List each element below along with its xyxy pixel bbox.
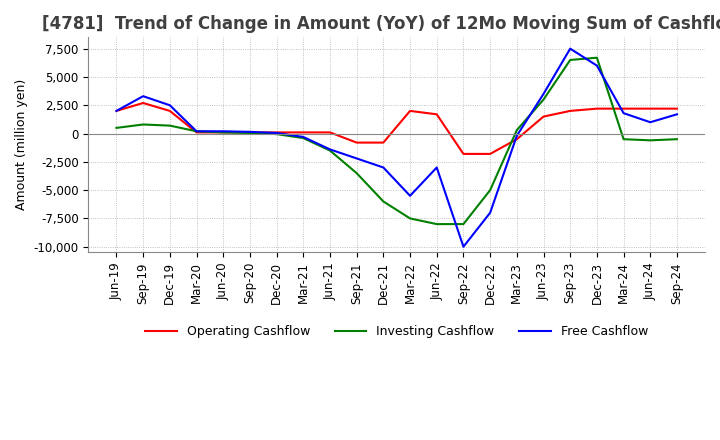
Title: [4781]  Trend of Change in Amount (YoY) of 12Mo Moving Sum of Cashflows: [4781] Trend of Change in Amount (YoY) o… (42, 15, 720, 33)
Y-axis label: Amount (million yen): Amount (million yen) (15, 79, 28, 210)
Investing Cashflow (272, 132, 281, 137)
Investing Cashflow (672, 136, 681, 142)
Investing Cashflow (246, 130, 254, 136)
Operating Cashflow (539, 114, 548, 119)
Free Cashflow (325, 147, 334, 152)
Free Cashflow (272, 130, 281, 136)
Operating Cashflow (646, 106, 654, 111)
Operating Cashflow (299, 130, 307, 135)
Free Cashflow (593, 63, 601, 68)
Investing Cashflow (646, 138, 654, 143)
Investing Cashflow (192, 128, 201, 134)
Free Cashflow (619, 110, 628, 116)
Investing Cashflow (299, 136, 307, 141)
Operating Cashflow (593, 106, 601, 111)
Operating Cashflow (166, 108, 174, 114)
Investing Cashflow (139, 122, 148, 127)
Operating Cashflow (459, 151, 468, 157)
Investing Cashflow (433, 221, 441, 227)
Line: Free Cashflow: Free Cashflow (117, 49, 677, 247)
Free Cashflow (139, 94, 148, 99)
Line: Investing Cashflow: Investing Cashflow (117, 58, 677, 224)
Line: Operating Cashflow: Operating Cashflow (117, 103, 677, 154)
Operating Cashflow (246, 130, 254, 135)
Operating Cashflow (192, 130, 201, 135)
Operating Cashflow (379, 140, 387, 145)
Free Cashflow (539, 91, 548, 96)
Investing Cashflow (352, 171, 361, 176)
Free Cashflow (379, 165, 387, 170)
Free Cashflow (672, 112, 681, 117)
Investing Cashflow (593, 55, 601, 60)
Free Cashflow (566, 46, 575, 51)
Investing Cashflow (539, 97, 548, 102)
Investing Cashflow (566, 57, 575, 62)
Operating Cashflow (486, 151, 495, 157)
Investing Cashflow (379, 199, 387, 204)
Operating Cashflow (272, 130, 281, 135)
Investing Cashflow (513, 128, 521, 133)
Operating Cashflow (406, 108, 415, 114)
Free Cashflow (513, 133, 521, 139)
Free Cashflow (166, 103, 174, 108)
Legend: Operating Cashflow, Investing Cashflow, Free Cashflow: Operating Cashflow, Investing Cashflow, … (140, 320, 653, 343)
Free Cashflow (299, 134, 307, 139)
Operating Cashflow (325, 130, 334, 135)
Investing Cashflow (406, 216, 415, 221)
Free Cashflow (646, 120, 654, 125)
Investing Cashflow (166, 123, 174, 128)
Operating Cashflow (219, 130, 228, 135)
Operating Cashflow (513, 136, 521, 142)
Operating Cashflow (672, 106, 681, 111)
Free Cashflow (112, 108, 121, 114)
Free Cashflow (433, 165, 441, 170)
Investing Cashflow (112, 125, 121, 131)
Operating Cashflow (566, 108, 575, 114)
Investing Cashflow (486, 187, 495, 193)
Operating Cashflow (433, 112, 441, 117)
Free Cashflow (406, 193, 415, 198)
Investing Cashflow (325, 148, 334, 153)
Operating Cashflow (112, 108, 121, 114)
Operating Cashflow (619, 106, 628, 111)
Investing Cashflow (459, 221, 468, 227)
Free Cashflow (352, 156, 361, 161)
Free Cashflow (219, 128, 228, 134)
Free Cashflow (486, 210, 495, 216)
Investing Cashflow (619, 136, 628, 142)
Investing Cashflow (219, 130, 228, 135)
Operating Cashflow (139, 100, 148, 106)
Free Cashflow (459, 244, 468, 249)
Free Cashflow (192, 128, 201, 134)
Free Cashflow (246, 129, 254, 135)
Operating Cashflow (352, 140, 361, 145)
